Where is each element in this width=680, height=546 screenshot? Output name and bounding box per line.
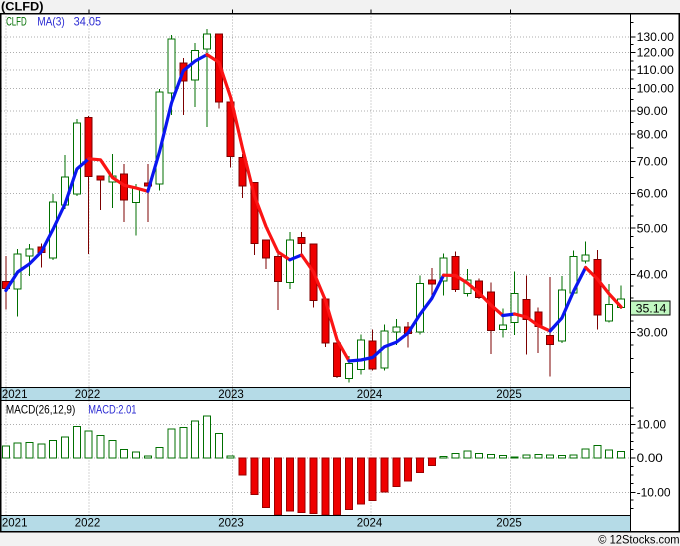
svg-text:40.00: 40.00 bbox=[637, 270, 668, 282]
svg-text:MACD(26,12,9): MACD(26,12,9) bbox=[6, 403, 75, 417]
svg-text:2024: 2024 bbox=[357, 389, 383, 401]
svg-text:-10.00: -10.00 bbox=[637, 488, 671, 500]
svg-text:110.00: 110.00 bbox=[637, 65, 674, 77]
svg-text:2024: 2024 bbox=[357, 518, 383, 530]
svg-text:2021: 2021 bbox=[2, 389, 28, 401]
svg-text:100.00: 100.00 bbox=[637, 84, 674, 96]
svg-text:0.00: 0.00 bbox=[637, 453, 663, 465]
svg-text:35.14: 35.14 bbox=[636, 301, 667, 315]
svg-text:2022: 2022 bbox=[75, 518, 101, 530]
svg-text:60.00: 60.00 bbox=[637, 189, 668, 201]
svg-text:34.05: 34.05 bbox=[74, 15, 102, 29]
svg-text:130.00: 130.00 bbox=[637, 32, 674, 44]
svg-text:90.00: 90.00 bbox=[637, 106, 668, 118]
svg-text:2022: 2022 bbox=[75, 389, 101, 401]
svg-text:30.00: 30.00 bbox=[637, 328, 668, 340]
svg-text:120.00: 120.00 bbox=[637, 48, 674, 60]
svg-text:70.00: 70.00 bbox=[637, 157, 668, 169]
svg-text:CLFD: CLFD bbox=[6, 15, 27, 29]
svg-text:2025: 2025 bbox=[496, 389, 522, 401]
svg-text:MACD:2.01: MACD:2.01 bbox=[88, 403, 137, 417]
svg-text:© 12Stocks.com: © 12Stocks.com bbox=[598, 533, 679, 546]
svg-text:10.00: 10.00 bbox=[637, 420, 667, 432]
svg-text:2023: 2023 bbox=[218, 518, 244, 530]
svg-text:(CLFD): (CLFD) bbox=[1, 0, 44, 14]
svg-text:50.00: 50.00 bbox=[637, 223, 668, 235]
svg-text:80.00: 80.00 bbox=[637, 129, 668, 141]
svg-text:2023: 2023 bbox=[218, 389, 244, 401]
svg-text:MA(3): MA(3) bbox=[37, 15, 64, 29]
svg-text:2021: 2021 bbox=[2, 518, 28, 530]
svg-text:2025: 2025 bbox=[496, 518, 522, 530]
